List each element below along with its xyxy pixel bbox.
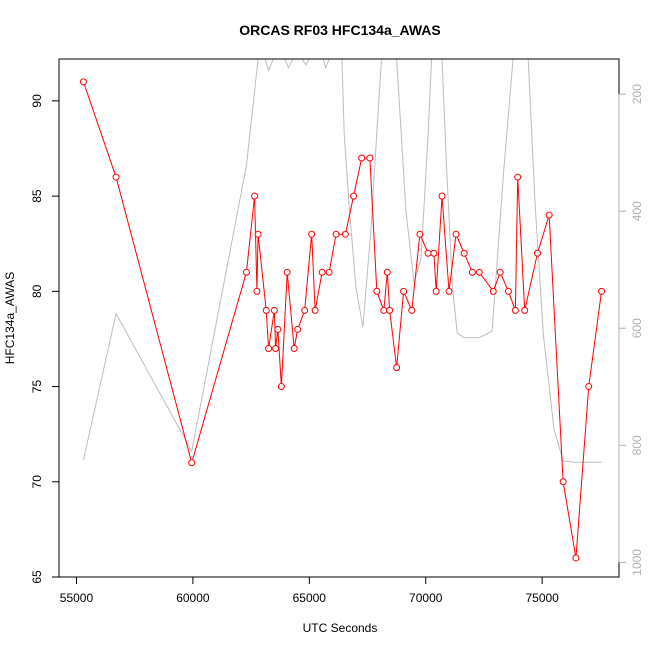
data-point xyxy=(373,287,381,295)
y-tick-label: 65 xyxy=(30,570,44,584)
data-point xyxy=(424,249,432,257)
data-point xyxy=(400,287,408,295)
data-point xyxy=(511,306,519,314)
data-point xyxy=(514,173,522,181)
data-point xyxy=(290,344,298,352)
data-point xyxy=(452,230,460,238)
data-point xyxy=(277,383,285,391)
data-point xyxy=(272,344,280,352)
data-point xyxy=(251,192,259,200)
data-point xyxy=(318,268,326,276)
right-tick-label: 400 xyxy=(630,201,644,221)
data-point xyxy=(325,268,333,276)
data-point xyxy=(468,268,476,276)
data-point xyxy=(416,230,424,238)
data-point xyxy=(274,325,282,333)
data-point xyxy=(242,268,250,276)
data-point xyxy=(308,230,316,238)
data-point xyxy=(188,459,196,467)
data-point xyxy=(358,154,366,162)
data-point xyxy=(366,154,374,162)
y-tick-label: 75 xyxy=(30,380,44,394)
data-point xyxy=(445,287,453,295)
data-point xyxy=(438,192,446,200)
data-point xyxy=(460,249,468,257)
right-tick-label: 600 xyxy=(630,318,644,338)
x-tick-label: 75000 xyxy=(525,591,559,605)
data-point xyxy=(430,249,438,257)
data-point xyxy=(489,287,497,295)
x-axis: 55000 60000 65000 70000 75000 xyxy=(60,576,559,605)
secondary-series xyxy=(82,59,602,463)
plot-area-frame xyxy=(58,58,620,578)
right-tick-label: 200 xyxy=(630,84,644,104)
data-point xyxy=(350,192,358,200)
right-axis: 200 400 600 800 1000 xyxy=(618,84,644,576)
y-axis-label: HFC134a_AWAS xyxy=(3,272,17,364)
y-tick-label: 90 xyxy=(30,94,44,108)
chart-title: ORCAS RF03 HFC134a_AWAS xyxy=(239,22,441,38)
data-point xyxy=(572,554,580,562)
data-point xyxy=(585,383,593,391)
y-tick-label: 70 xyxy=(30,475,44,489)
data-point xyxy=(496,268,504,276)
data-point xyxy=(521,306,529,314)
data-point xyxy=(393,364,401,372)
data-point xyxy=(265,344,273,352)
y-tick-label: 80 xyxy=(30,284,44,298)
data-point xyxy=(262,306,270,314)
data-point xyxy=(545,211,553,219)
data-point xyxy=(408,306,416,314)
data-point xyxy=(79,78,87,86)
data-point xyxy=(253,287,261,295)
data-point xyxy=(386,306,394,314)
right-tick-label: 1000 xyxy=(630,549,644,576)
data-point xyxy=(294,325,302,333)
data-point xyxy=(112,173,120,181)
data-point xyxy=(598,287,606,295)
data-point xyxy=(380,306,388,314)
data-point xyxy=(504,287,512,295)
right-tick-label: 800 xyxy=(630,435,644,455)
x-tick-label: 55000 xyxy=(60,591,94,605)
y-axis: 65 70 75 80 85 90 xyxy=(30,94,60,584)
x-tick-label: 65000 xyxy=(293,591,327,605)
x-axis-label: UTC Seconds xyxy=(303,621,378,635)
y-tick-label: 85 xyxy=(30,189,44,203)
data-point xyxy=(383,268,391,276)
x-tick-label: 70000 xyxy=(409,591,443,605)
data-point xyxy=(254,230,262,238)
data-point xyxy=(432,287,440,295)
x-tick-label: 60000 xyxy=(176,591,210,605)
data-point xyxy=(283,268,291,276)
data-point xyxy=(301,306,309,314)
data-point xyxy=(475,268,483,276)
secondary-line xyxy=(82,59,602,463)
primary-series xyxy=(79,78,606,562)
data-point xyxy=(341,230,349,238)
data-point xyxy=(534,249,542,257)
series-line xyxy=(82,81,603,559)
data-point xyxy=(559,478,567,486)
data-point xyxy=(270,306,278,314)
data-point xyxy=(311,306,319,314)
data-point xyxy=(332,230,340,238)
